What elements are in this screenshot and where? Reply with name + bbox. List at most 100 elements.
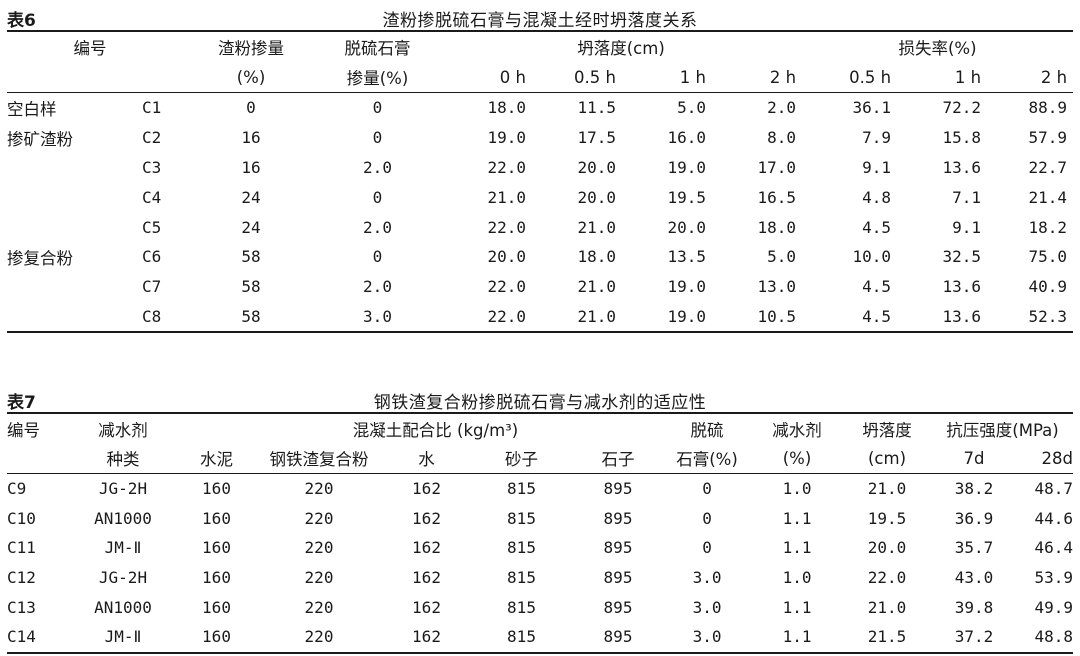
slump-cell: 19.0 bbox=[667, 306, 706, 326]
slump-cell: 22.0 bbox=[487, 306, 526, 326]
strength-28d-cell: 44.6 bbox=[1034, 508, 1074, 528]
header-mix: 混凝土配合比 (kg/m³) bbox=[352, 420, 519, 440]
gypsum-dose-cell: 0 bbox=[372, 247, 383, 267]
composite-cell: 220 bbox=[304, 568, 334, 588]
header-reducer-dose: 减水剂 bbox=[772, 420, 822, 440]
slump-cell: 19.0 bbox=[667, 157, 706, 177]
stone-cell: 895 bbox=[603, 508, 633, 528]
row-group-cell: 掺复合粉 bbox=[7, 248, 73, 268]
slump-cell: 20.0 bbox=[867, 538, 907, 558]
header-gypsum-dose: 掺量(%) bbox=[346, 69, 409, 88]
slump-cell: 21.0 bbox=[487, 187, 526, 207]
slump-cell: 11.5 bbox=[577, 98, 616, 118]
header-slump-time: 2 h bbox=[769, 67, 797, 87]
stone-cell: 895 bbox=[603, 479, 633, 499]
reducer-type-cell: AN1000 bbox=[94, 597, 152, 617]
row-group-cell bbox=[7, 302, 134, 333]
table-7-grid: 编号 减水剂 混凝土配合比 (kg/m³) 脱硫 减水剂 坍落度 抗压强度(MP… bbox=[7, 412, 1074, 654]
header-slump: 坍落度(cm) bbox=[577, 39, 665, 58]
loss-cell: 10.0 bbox=[852, 247, 892, 267]
table-7-caption: 表7 钢铁渣复合粉掺脱硫石膏与减水剂的适应性 bbox=[7, 384, 1073, 413]
header-reducer: 减水剂 bbox=[98, 420, 148, 440]
stone-cell: 895 bbox=[603, 538, 633, 558]
loss-cell: 22.7 bbox=[1028, 157, 1068, 177]
gypsum-dose-cell: 2.0 bbox=[363, 217, 392, 237]
header-sand: 砂子 bbox=[505, 450, 538, 470]
slump-cell: 19.5 bbox=[667, 187, 706, 207]
sand-cell: 815 bbox=[507, 508, 536, 528]
reducer-type-cell: JM-Ⅱ bbox=[104, 627, 142, 647]
header-cement: 水泥 bbox=[200, 450, 233, 470]
loss-cell: 7.9 bbox=[862, 128, 892, 148]
gypsum-dose-cell: 0 bbox=[372, 98, 383, 118]
loss-cell: 13.6 bbox=[942, 277, 982, 297]
strength-7d-cell: 36.9 bbox=[954, 508, 994, 528]
slump-cell: 22.0 bbox=[487, 217, 526, 237]
row-group-cell bbox=[7, 212, 134, 242]
table-row: C5 24 2.0 22.0 21.0 20.0 18.0 4.5 9.1 18.2 bbox=[7, 212, 1073, 242]
slump-cell: 2.0 bbox=[767, 98, 797, 118]
table-row: C8 58 3.0 22.0 21.0 19.0 10.5 4.5 13.6 52.3 bbox=[7, 302, 1073, 333]
slump-cell: 20.0 bbox=[487, 247, 526, 267]
row-id-cell: C13 bbox=[7, 597, 36, 617]
table-7-header: 编号 减水剂 混凝土配合比 (kg/m³) 脱硫 减水剂 坍落度 抗压强度(MP… bbox=[7, 413, 1074, 474]
slump-cell: 20.0 bbox=[577, 187, 616, 207]
reducer-type-cell: JM-Ⅱ bbox=[104, 538, 142, 558]
header-id: 编号 bbox=[73, 39, 107, 58]
loss-cell: 7.1 bbox=[952, 187, 982, 207]
composite-cell: 220 bbox=[304, 538, 334, 558]
gypsum-cell: 3.0 bbox=[692, 597, 722, 617]
strength-28d-cell: 53.9 bbox=[1034, 568, 1074, 588]
slag-dose-cell: 16 bbox=[241, 157, 261, 177]
loss-cell: 21.4 bbox=[1028, 187, 1068, 207]
header-reducer-type: 种类 bbox=[106, 450, 140, 470]
composite-cell: 220 bbox=[304, 479, 334, 499]
table-7-title: 钢铁渣复合粉掺脱硫石膏与减水剂的适应性 bbox=[373, 393, 707, 413]
reducer-type-cell: AN1000 bbox=[94, 508, 152, 528]
table-row: C11 JM-Ⅱ 160 220 162 815 895 0 1.1 20.0 35.7 46.4 bbox=[7, 533, 1073, 563]
composite-cell: 220 bbox=[304, 627, 334, 647]
loss-cell: 75.0 bbox=[1028, 247, 1068, 267]
header-gypsum-unit: 石膏(%) bbox=[676, 450, 738, 470]
row-group-cell: 空白样 bbox=[7, 99, 57, 119]
gypsum-cell: 0 bbox=[702, 479, 712, 499]
table-6-title: 渣粉掺脱硫石膏与混凝土经时坍落度关系 bbox=[382, 11, 698, 31]
strength-7d-cell: 43.0 bbox=[954, 568, 994, 588]
gypsum-dose-cell: 2.0 bbox=[363, 157, 392, 177]
header-slag-dose: 渣粉掺量 bbox=[218, 39, 284, 58]
loss-cell: 32.5 bbox=[942, 247, 982, 267]
table-6-body: 空白样 C1 0 0 18.0 11.5 5.0 2.0 36.1 72.2 88.9 掺矿渣粉 C2 1… bbox=[7, 93, 1074, 333]
slump-cell: 18.0 bbox=[487, 98, 526, 118]
gypsum-dose-cell: 0 bbox=[372, 128, 383, 148]
slump-cell: 18.0 bbox=[577, 247, 616, 267]
sand-cell: 815 bbox=[507, 479, 536, 499]
slump-cell: 21.0 bbox=[867, 479, 907, 499]
row-id-cell: C14 bbox=[7, 627, 36, 647]
slag-dose-cell: 24 bbox=[241, 187, 261, 207]
strength-7d-cell: 38.2 bbox=[954, 479, 994, 499]
cement-cell: 160 bbox=[202, 479, 231, 499]
header-strength: 抗压强度(MPa) bbox=[946, 420, 1059, 440]
slump-cell: 13.5 bbox=[667, 247, 706, 267]
gypsum-dose-cell: 3.0 bbox=[363, 306, 392, 326]
strength-28d-cell: 46.4 bbox=[1034, 538, 1074, 558]
loss-cell: 9.1 bbox=[952, 217, 982, 237]
slump-cell: 18.0 bbox=[757, 217, 797, 237]
slag-dose-cell: 16 bbox=[241, 128, 261, 148]
loss-cell: 4.5 bbox=[862, 306, 892, 326]
water-cell: 162 bbox=[412, 627, 441, 647]
slump-cell: 8.0 bbox=[767, 128, 797, 148]
table-6-label: 表6 bbox=[7, 11, 36, 31]
slump-cell: 21.0 bbox=[867, 597, 907, 617]
reducer-type-cell: JG-2H bbox=[98, 568, 148, 588]
row-group-cell bbox=[7, 153, 134, 183]
water-cell: 162 bbox=[412, 568, 441, 588]
header-composite: 钢铁渣复合粉 bbox=[269, 450, 369, 470]
loss-cell: 52.3 bbox=[1028, 306, 1068, 326]
water-cell: 162 bbox=[412, 597, 441, 617]
strength-28d-cell: 49.9 bbox=[1034, 597, 1074, 617]
table-row: C9 JG-2H 160 220 162 815 895 0 1.0 21.0 38.2 48.7 bbox=[7, 474, 1073, 504]
loss-cell: 4.8 bbox=[862, 187, 892, 207]
reducer-type-cell: JG-2H bbox=[98, 479, 148, 499]
slump-cell: 16.0 bbox=[667, 128, 706, 148]
